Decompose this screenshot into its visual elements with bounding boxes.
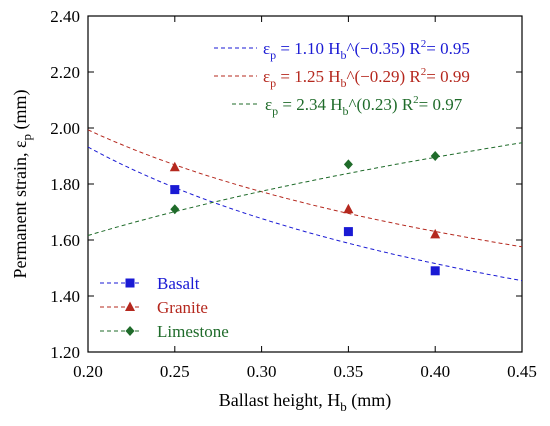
- legend-marker-granite: [125, 301, 135, 311]
- x-axis-title-main: Ballast height, H: [219, 390, 340, 410]
- legend-marker-basalt: [125, 278, 135, 288]
- fit-equation-basalt: εp = 1.10 Hb^(−0.35) R2= 0.95: [263, 38, 470, 62]
- x-axis-title-sub: b: [340, 399, 347, 414]
- x-axis-title: Ballast height, Hb (mm): [219, 390, 391, 414]
- y-axis-title-unit: (mm): [10, 89, 31, 134]
- legend: Basalt Granite Limestone: [100, 274, 229, 341]
- y-axis-title: Permanent strain, εp (mm): [10, 89, 34, 278]
- fit-equation-granite: εp = 1.25 Hb^(−0.29) R2= 0.99: [263, 66, 470, 90]
- legend-marker-limestone: [125, 326, 135, 336]
- x-tick-label: 0.40: [420, 362, 450, 381]
- legend-label-basalt: Basalt: [157, 274, 200, 293]
- data-point-basalt: [170, 185, 180, 195]
- data-point-limestone: [170, 204, 180, 215]
- legend-label-limestone: Limestone: [157, 322, 229, 341]
- axis-ticks: 0.20 0.25 0.30 0.35 0.40 0.45 1.20 1.40 1.60 1.80…: [50, 7, 537, 381]
- y-tick-label: 2.40: [50, 7, 80, 26]
- y-tick-label: 1.60: [50, 231, 80, 250]
- data-point-limestone: [343, 159, 353, 170]
- y-axis-title-main: Permanent strain, ε: [10, 140, 30, 278]
- data-point-basalt: [430, 266, 440, 276]
- x-tick-label: 0.45: [507, 362, 537, 381]
- x-tick-label: 0.25: [160, 362, 190, 381]
- fit-equations: εp = 1.10 Hb^(−0.35) R2= 0.95 εp = 1.25 H…: [214, 38, 470, 118]
- x-tick-label: 0.35: [334, 362, 364, 381]
- data-point-granite: [169, 161, 180, 172]
- x-tick-label: 0.20: [73, 362, 103, 381]
- fit-curve-basalt: [87, 146, 523, 282]
- data-point-granite: [430, 228, 441, 239]
- fit-curve-granite: [87, 129, 523, 248]
- x-tick-label: 0.30: [247, 362, 277, 381]
- data-point-limestone: [430, 151, 440, 161]
- data-point-basalt: [343, 227, 353, 237]
- y-tick-label: 1.20: [50, 343, 80, 362]
- y-tick-label: 2.20: [50, 63, 80, 82]
- legend-label-granite: Granite: [157, 298, 208, 317]
- fit-curves: [87, 129, 523, 282]
- data-point-granite: [343, 203, 354, 214]
- data-points: [169, 151, 441, 276]
- x-axis-title-unit: (mm): [347, 390, 392, 411]
- y-tick-label: 1.40: [50, 287, 80, 306]
- y-axis-title-sub: p: [19, 134, 34, 141]
- fit-equation-limestone: εp = 2.34 Hb^(0.23) R2= 0.97: [265, 94, 463, 118]
- y-tick-label: 2.00: [50, 119, 80, 138]
- y-tick-label: 1.80: [50, 175, 80, 194]
